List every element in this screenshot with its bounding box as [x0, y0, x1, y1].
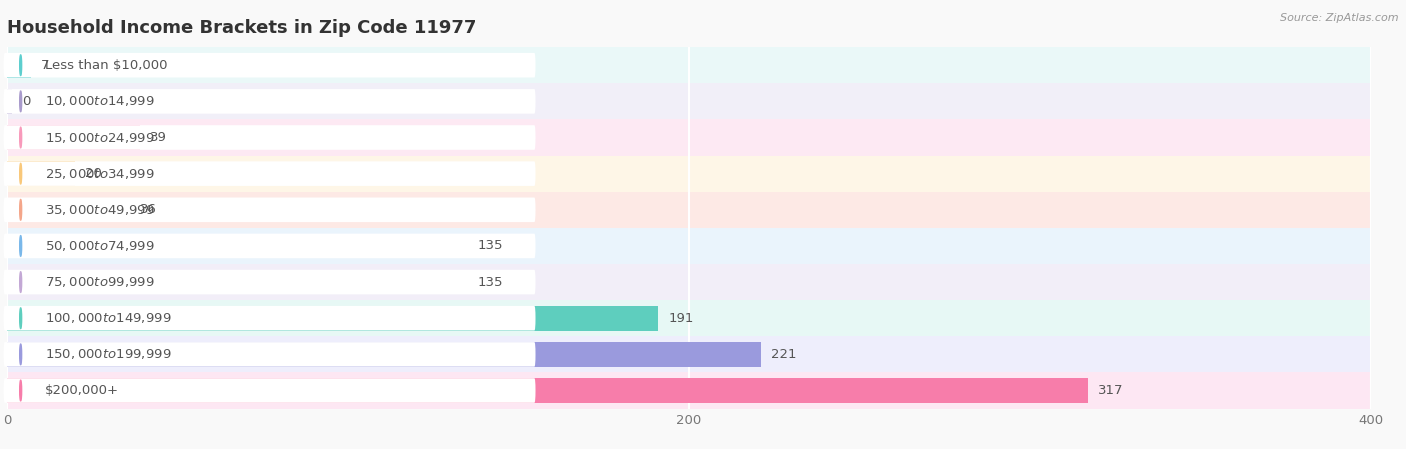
FancyBboxPatch shape [4, 198, 536, 222]
Bar [7, 342, 761, 367]
Text: 0: 0 [22, 95, 31, 108]
Circle shape [20, 199, 21, 220]
Text: 221: 221 [770, 348, 796, 361]
FancyBboxPatch shape [4, 270, 536, 295]
Text: $35,000 to $49,999: $35,000 to $49,999 [45, 203, 155, 217]
Circle shape [20, 236, 21, 256]
Text: $100,000 to $149,999: $100,000 to $149,999 [45, 311, 172, 325]
Bar [7, 378, 1088, 403]
Text: 317: 317 [1098, 384, 1123, 397]
Circle shape [20, 55, 21, 75]
FancyBboxPatch shape [4, 306, 536, 330]
Bar [7, 47, 1371, 84]
Bar [7, 125, 141, 150]
Bar [7, 192, 1371, 228]
Text: 191: 191 [668, 312, 693, 325]
Text: $75,000 to $99,999: $75,000 to $99,999 [45, 275, 155, 289]
Circle shape [20, 272, 21, 292]
FancyBboxPatch shape [4, 233, 536, 258]
FancyBboxPatch shape [4, 89, 536, 114]
Bar [7, 228, 1371, 264]
Text: 36: 36 [141, 203, 157, 216]
Bar [7, 161, 76, 186]
Circle shape [20, 163, 21, 184]
Bar [7, 155, 1371, 192]
Circle shape [20, 380, 21, 401]
Bar [7, 336, 1371, 373]
Bar [7, 373, 1371, 409]
Text: $10,000 to $14,999: $10,000 to $14,999 [45, 94, 155, 108]
Text: 7: 7 [41, 59, 49, 72]
Bar [7, 84, 1371, 119]
Bar [7, 89, 13, 114]
Text: $50,000 to $74,999: $50,000 to $74,999 [45, 239, 155, 253]
FancyBboxPatch shape [4, 342, 536, 367]
Bar [7, 264, 1371, 300]
Text: $15,000 to $24,999: $15,000 to $24,999 [45, 131, 155, 145]
Text: 135: 135 [478, 239, 503, 252]
Bar [7, 119, 1371, 155]
Text: $25,000 to $34,999: $25,000 to $34,999 [45, 167, 155, 180]
Circle shape [20, 127, 21, 148]
Text: 135: 135 [478, 276, 503, 289]
Text: $150,000 to $199,999: $150,000 to $199,999 [45, 348, 172, 361]
Circle shape [20, 344, 21, 365]
Text: 39: 39 [150, 131, 167, 144]
Text: Less than $10,000: Less than $10,000 [45, 59, 167, 72]
FancyBboxPatch shape [4, 53, 536, 78]
Circle shape [20, 91, 21, 112]
Text: Source: ZipAtlas.com: Source: ZipAtlas.com [1281, 13, 1399, 23]
FancyBboxPatch shape [4, 378, 536, 403]
Bar [7, 233, 467, 258]
Circle shape [20, 308, 21, 329]
Bar [7, 270, 467, 295]
Bar [7, 300, 1371, 336]
Bar [7, 198, 129, 222]
Bar [7, 53, 31, 78]
Bar [7, 306, 658, 330]
Text: 20: 20 [86, 167, 103, 180]
FancyBboxPatch shape [4, 161, 536, 186]
Text: Household Income Brackets in Zip Code 11977: Household Income Brackets in Zip Code 11… [7, 19, 477, 37]
Text: $200,000+: $200,000+ [45, 384, 118, 397]
FancyBboxPatch shape [4, 125, 536, 150]
